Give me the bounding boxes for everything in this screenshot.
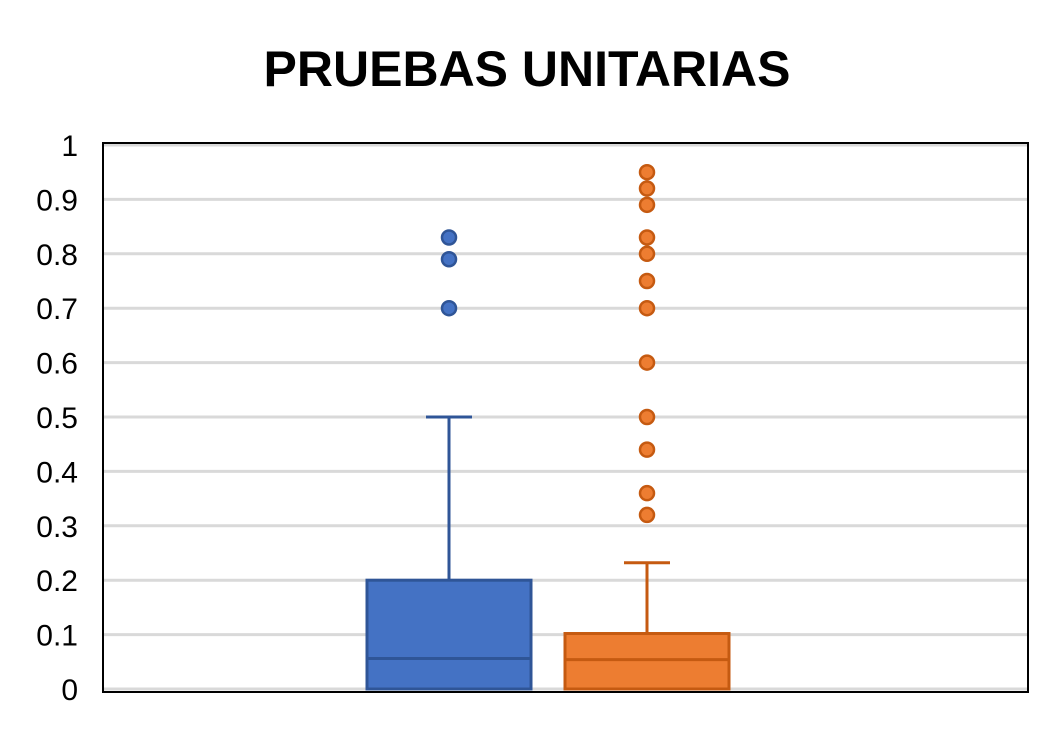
outlier-point [440, 250, 458, 268]
outlier-point [638, 484, 656, 502]
y-tick-label: 0.2 [36, 565, 78, 598]
outlier-point [638, 245, 656, 263]
outlier-point [638, 196, 656, 214]
outlier-point [440, 299, 458, 317]
outlier-point [638, 354, 656, 371]
y-tick-label: 1 [61, 130, 78, 163]
box-series [365, 229, 533, 691]
box-iqr [563, 632, 731, 691]
outlier-point [638, 163, 656, 181]
outlier-point [638, 441, 656, 458]
outlier-point [440, 229, 458, 246]
box-series [563, 163, 731, 691]
y-tick-label: 0.5 [36, 402, 78, 435]
outlier-point [638, 506, 656, 524]
y-tick-label: 0.7 [36, 293, 78, 326]
y-tick-label: 0.8 [36, 239, 78, 272]
y-tick-label: 0 [61, 674, 78, 707]
outlier-point [638, 180, 656, 197]
box-series-group [365, 163, 731, 691]
y-tick-label: 0.6 [36, 348, 78, 381]
y-axis-tick-labels: 0 0.1 0.2 0.3 0.4 0.5 0.6 0.7 0.8 0.9 1 [36, 130, 78, 707]
y-tick-label: 0.4 [36, 456, 78, 489]
box-iqr [365, 578, 533, 691]
outlier-point [638, 229, 656, 246]
outlier-point [638, 272, 656, 290]
outlier-point [638, 408, 656, 426]
plot-area-border [102, 142, 1029, 693]
outlier-point [638, 299, 656, 317]
y-tick-label: 0.3 [36, 511, 78, 544]
y-tick-label: 0.1 [36, 620, 78, 653]
chart-title: PRUEBAS UNITARIAS [264, 41, 791, 97]
gridlines [103, 143, 1028, 691]
y-tick-label: 0.9 [36, 184, 78, 217]
